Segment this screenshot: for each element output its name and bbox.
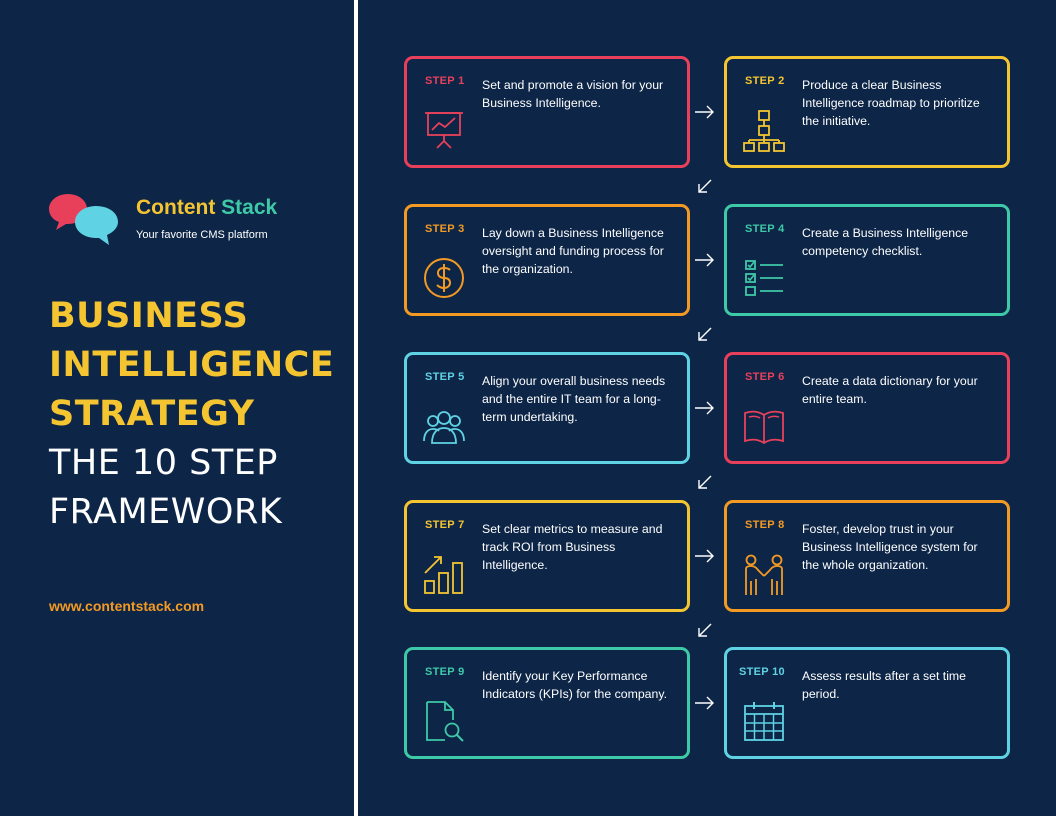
- step-description: Create a Business Intelligence competenc…: [802, 226, 969, 258]
- step-description: Set clear metrics to measure and track R…: [482, 522, 663, 572]
- step-label: STEP 8: [745, 519, 785, 531]
- title-line-3: STRATEGY: [49, 394, 255, 434]
- title-line-4: THE 10 STEP: [49, 443, 278, 483]
- step-card: STEP 8 Foster, develop trust in your Busi…: [724, 500, 1010, 612]
- step-label: STEP 1: [425, 75, 465, 87]
- arrow-right-icon: [695, 401, 714, 415]
- brand-name-part1: Content: [136, 196, 216, 219]
- left-panel: Content Stack Your favorite CMS platform…: [0, 0, 354, 816]
- step-description: Align your overall business needs and th…: [482, 374, 666, 424]
- brand-name-part2: Stack: [221, 196, 278, 219]
- arrow-down-left-icon: [698, 327, 712, 341]
- step-description: Identify your Key Performance Indicators…: [482, 669, 667, 701]
- arrow-down-left-icon: [698, 623, 712, 637]
- team-icon: [423, 411, 465, 444]
- step-card: STEP 5 Align your overall business needs …: [404, 352, 690, 464]
- arrow-down-left-icon: [698, 179, 712, 193]
- step-description: Produce a clear Business Intelligence ro…: [802, 78, 980, 128]
- handshake-people-icon: [745, 554, 783, 595]
- arrow-right-icon: [695, 105, 714, 119]
- step-label: STEP 5: [425, 371, 465, 383]
- step-card: STEP 6 Create a data dictionary for your …: [724, 352, 1010, 464]
- page-title: BUSINESS INTELLIGENCE STRATEGY THE 10 ST…: [49, 292, 334, 537]
- step-label: STEP 2: [745, 75, 785, 87]
- step-card: STEP 2 Produce a clear Business Intellige…: [724, 56, 1010, 168]
- arrow-right-icon: [695, 549, 714, 563]
- step-label: STEP 9: [425, 666, 465, 678]
- growth-bars-icon: [424, 556, 463, 594]
- step-label: STEP 7: [425, 519, 465, 531]
- hierarchy-chart-icon: [743, 110, 785, 152]
- step-card: STEP 4 Create a Business Intelligence com…: [724, 204, 1010, 316]
- step-description: Lay down a Business Intelligence oversig…: [482, 226, 664, 276]
- open-book-icon: [744, 410, 784, 445]
- step-label: STEP 3: [425, 223, 465, 235]
- step-description: Foster, develop trust in your Business I…: [802, 522, 978, 572]
- step-label: STEP 6: [745, 371, 785, 383]
- step-description: Set and promote a vision for your Busine…: [482, 78, 664, 110]
- brand-tagline: Your favorite CMS platform: [136, 229, 268, 241]
- step-card: STEP 10 Assess results after a set time p…: [724, 647, 1010, 759]
- document-search-icon: [426, 701, 464, 742]
- title-line-5: FRAMEWORK: [49, 492, 283, 532]
- step-label: STEP 4: [745, 223, 785, 235]
- step-card: STEP 9 Identify your Key Performance Indi…: [404, 647, 690, 759]
- step-description: Assess results after a set time period.: [802, 669, 967, 701]
- arrow-right-icon: [695, 253, 714, 267]
- website-link[interactable]: www.contentstack.com: [49, 598, 205, 614]
- vertical-divider: [354, 0, 358, 816]
- step-card: STEP 1 Set and promote a vision for your …: [404, 56, 690, 168]
- title-line-2: INTELLIGENCE: [49, 345, 335, 385]
- dollar-coin-icon: [424, 258, 464, 298]
- arrow-right-icon: [695, 696, 714, 710]
- presentation-chart-icon: [425, 112, 463, 149]
- arrow-down-left-icon: [698, 475, 712, 489]
- checklist-icon: [745, 260, 783, 296]
- title-line-1: BUSINESS: [49, 296, 249, 336]
- step-label: STEP 10: [739, 666, 785, 678]
- step-card: STEP 3 Lay down a Business Intelligence o…: [404, 204, 690, 316]
- step-description: Create a data dictionary for your entire…: [802, 374, 978, 406]
- step-card: STEP 7 Set clear metrics to measure and t…: [404, 500, 690, 612]
- chat-bubbles-logo: [49, 194, 118, 245]
- brand-name: Content Stack: [136, 196, 277, 220]
- calendar-icon: [744, 702, 784, 741]
